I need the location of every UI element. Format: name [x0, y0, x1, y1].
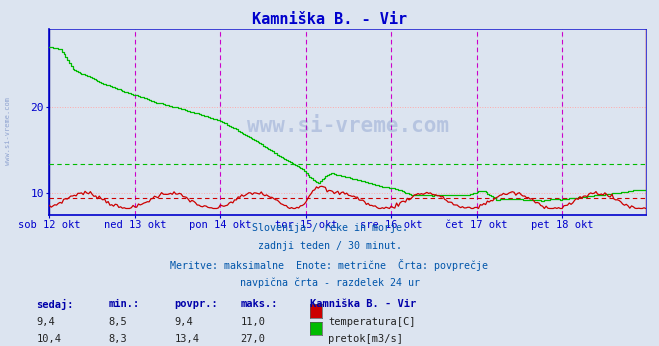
Text: sedaj:: sedaj:	[36, 299, 74, 310]
Text: 8,5: 8,5	[109, 317, 127, 327]
Text: www.si-vreme.com: www.si-vreme.com	[5, 98, 11, 165]
Text: navpična črta - razdelek 24 ur: navpična črta - razdelek 24 ur	[239, 277, 420, 288]
Text: min.:: min.:	[109, 299, 140, 309]
Text: 9,4: 9,4	[36, 317, 55, 327]
Text: povpr.:: povpr.:	[175, 299, 218, 309]
Text: temperatura[C]: temperatura[C]	[328, 317, 416, 327]
Text: Meritve: maksimalne  Enote: metrične  Črta: povprečje: Meritve: maksimalne Enote: metrične Črta…	[171, 259, 488, 271]
Text: 9,4: 9,4	[175, 317, 193, 327]
Text: Kamniška B. - Vir: Kamniška B. - Vir	[252, 12, 407, 27]
Text: zadnji teden / 30 minut.: zadnji teden / 30 minut.	[258, 241, 401, 251]
Text: Slovenija / reke in morje.: Slovenija / reke in morje.	[252, 223, 407, 233]
Text: www.si-vreme.com: www.si-vreme.com	[246, 116, 449, 136]
Text: 10,4: 10,4	[36, 334, 61, 344]
Text: 8,3: 8,3	[109, 334, 127, 344]
Text: 27,0: 27,0	[241, 334, 266, 344]
Text: 13,4: 13,4	[175, 334, 200, 344]
Text: pretok[m3/s]: pretok[m3/s]	[328, 334, 403, 344]
Text: Kamniška B. - Vir: Kamniška B. - Vir	[310, 299, 416, 309]
Text: maks.:: maks.:	[241, 299, 278, 309]
Text: 11,0: 11,0	[241, 317, 266, 327]
